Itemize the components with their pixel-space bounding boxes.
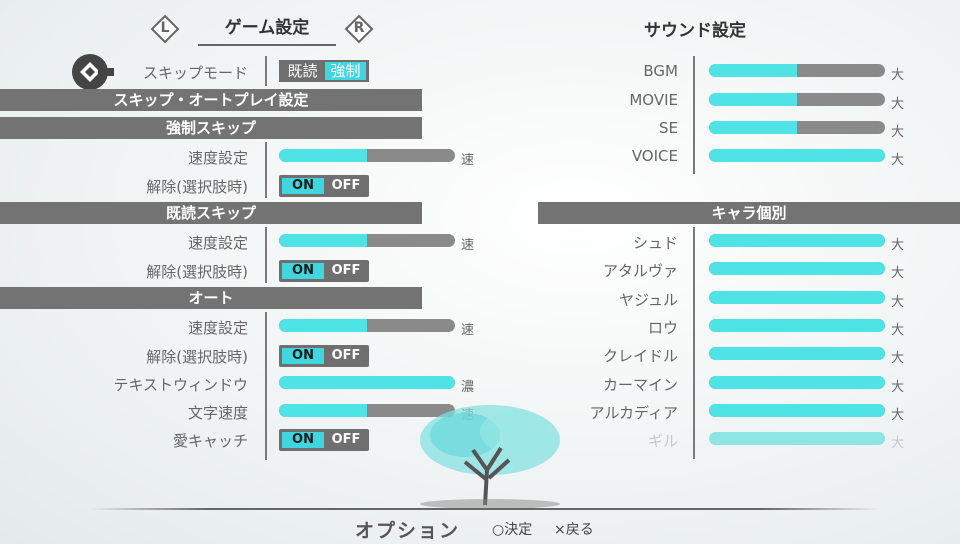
character-volume-end: 大 [891,266,905,281]
character-volume-slider[interactable] [709,404,885,417]
text-window-label: テキストウィンドウ [113,376,248,394]
force-cancel-label: 解除(選択肢時) [146,178,248,196]
footer-title: オプション [355,520,461,542]
read-cancel-toggle[interactable]: ON OFF [279,260,369,282]
character-volume-end: 大 [891,295,905,310]
tab-sound-settings-label: サウンド設定 [644,21,746,41]
character-label: ヤジュル [619,291,678,309]
read-speed-label: 速度設定 [187,234,248,252]
skip-mode-read-option[interactable]: 既読 [287,62,318,80]
character-volume-slider[interactable] [709,319,885,332]
toggle-on[interactable]: ON [282,348,324,364]
character-label: カーマイン [602,376,678,394]
character-volume-end: 大 [891,408,905,423]
footer-divider [90,508,880,510]
character-label: クレイドル [602,347,678,365]
l-badge-icon [150,14,180,44]
toggle-off[interactable]: OFF [331,263,361,278]
voice-end: 大 [891,153,905,168]
l-shoulder-button[interactable]: L [150,14,180,44]
tab-game-settings-label: ゲーム設定 [224,18,310,38]
divider-left-3 [265,227,267,283]
skip-mode-selector[interactable]: 既読 強制 [279,60,369,82]
cursor-icon [68,52,116,96]
skip-mode-label: スキップモード [142,64,248,82]
r-shoulder-button[interactable]: R [344,14,374,44]
divider-right-2 [693,227,695,459]
bgm-slider[interactable] [709,64,885,77]
character-volume-slider[interactable] [709,376,885,389]
toggle-on[interactable]: ON [282,263,324,279]
toggle-on[interactable]: ON [282,432,324,448]
auto-speed-end: 速 [461,323,475,338]
character-label: アタルヴァ [602,262,678,280]
tab-sound-settings[interactable]: サウンド設定 [610,16,780,41]
movie-end: 大 [891,97,905,112]
section-auto: オート [0,287,422,309]
character-volume-end: 大 [891,380,905,395]
character-volume-slider[interactable] [709,262,885,275]
character-volume-end: 大 [891,323,905,338]
bgm-label: BGM [643,62,678,80]
divider-right-1 [693,56,695,174]
divider-left-1 [265,56,267,86]
section-skip-auto: スキップ・オートプレイ設定 [0,89,422,111]
skip-mode-force-option[interactable]: 強制 [325,62,366,80]
tab-game-settings[interactable]: ゲーム設定 [192,14,342,48]
voice-slider[interactable] [709,149,885,162]
character-volume-slider[interactable] [709,291,885,304]
toggle-on[interactable]: ON [282,178,324,194]
voice-label: VOICE [631,147,678,165]
tab-underline [198,44,336,46]
toggle-off[interactable]: OFF [331,178,361,193]
force-speed-slider[interactable] [279,149,455,162]
character-label: ロウ [647,319,678,337]
force-speed-end: 速 [461,153,475,168]
auto-cancel-toggle[interactable]: ON OFF [279,345,369,367]
tree-illustration [405,400,575,514]
force-speed-label: 速度設定 [187,149,248,167]
read-speed-slider[interactable] [279,234,455,247]
se-label: SE [659,119,678,137]
movie-label: MOVIE [629,91,678,109]
character-volume-slider[interactable] [709,234,885,247]
character-volume-slider[interactable] [709,347,885,360]
confirm-hint: ○決定 [492,522,533,538]
se-slider[interactable] [709,121,885,134]
r-label: R [353,20,365,36]
read-cancel-label: 解除(選択肢時) [146,263,248,281]
back-hint: ×戻る [554,522,594,538]
divider-left-4 [265,312,267,460]
eyecatch-label: 愛キャッチ [172,432,248,450]
character-label: シュド [632,234,678,252]
read-speed-end: 速 [461,238,475,253]
section-force-skip: 強制スキップ [0,117,422,139]
r-badge-icon [344,14,374,44]
toggle-off[interactable]: OFF [331,348,361,363]
eyecatch-toggle[interactable]: ON OFF [279,429,369,451]
char-speed-label: 文字速度 [187,404,248,422]
auto-cancel-label: 解除(選択肢時) [146,348,248,366]
char-speed-slider[interactable] [279,404,455,417]
toggle-off[interactable]: OFF [331,432,361,447]
divider-left-2 [265,142,267,198]
text-window-slider[interactable] [279,376,455,389]
character-volume-end: 大 [891,351,905,366]
text-window-end: 濃 [461,380,475,395]
character-label: ギル [647,432,678,450]
bgm-end: 大 [891,68,905,83]
se-end: 大 [891,125,905,140]
character-volume-slider[interactable] [709,432,885,445]
section-character: キャラ個別 [538,202,960,224]
l-label: L [160,20,170,36]
character-volume-end: 大 [891,238,905,253]
force-cancel-toggle[interactable]: ON OFF [279,175,369,197]
auto-speed-slider[interactable] [279,319,455,332]
character-label: アルカディア [589,404,678,422]
character-volume-end: 大 [891,436,905,451]
section-read-skip: 既読スキップ [0,202,422,224]
auto-speed-label: 速度設定 [187,319,248,337]
movie-slider[interactable] [709,93,885,106]
